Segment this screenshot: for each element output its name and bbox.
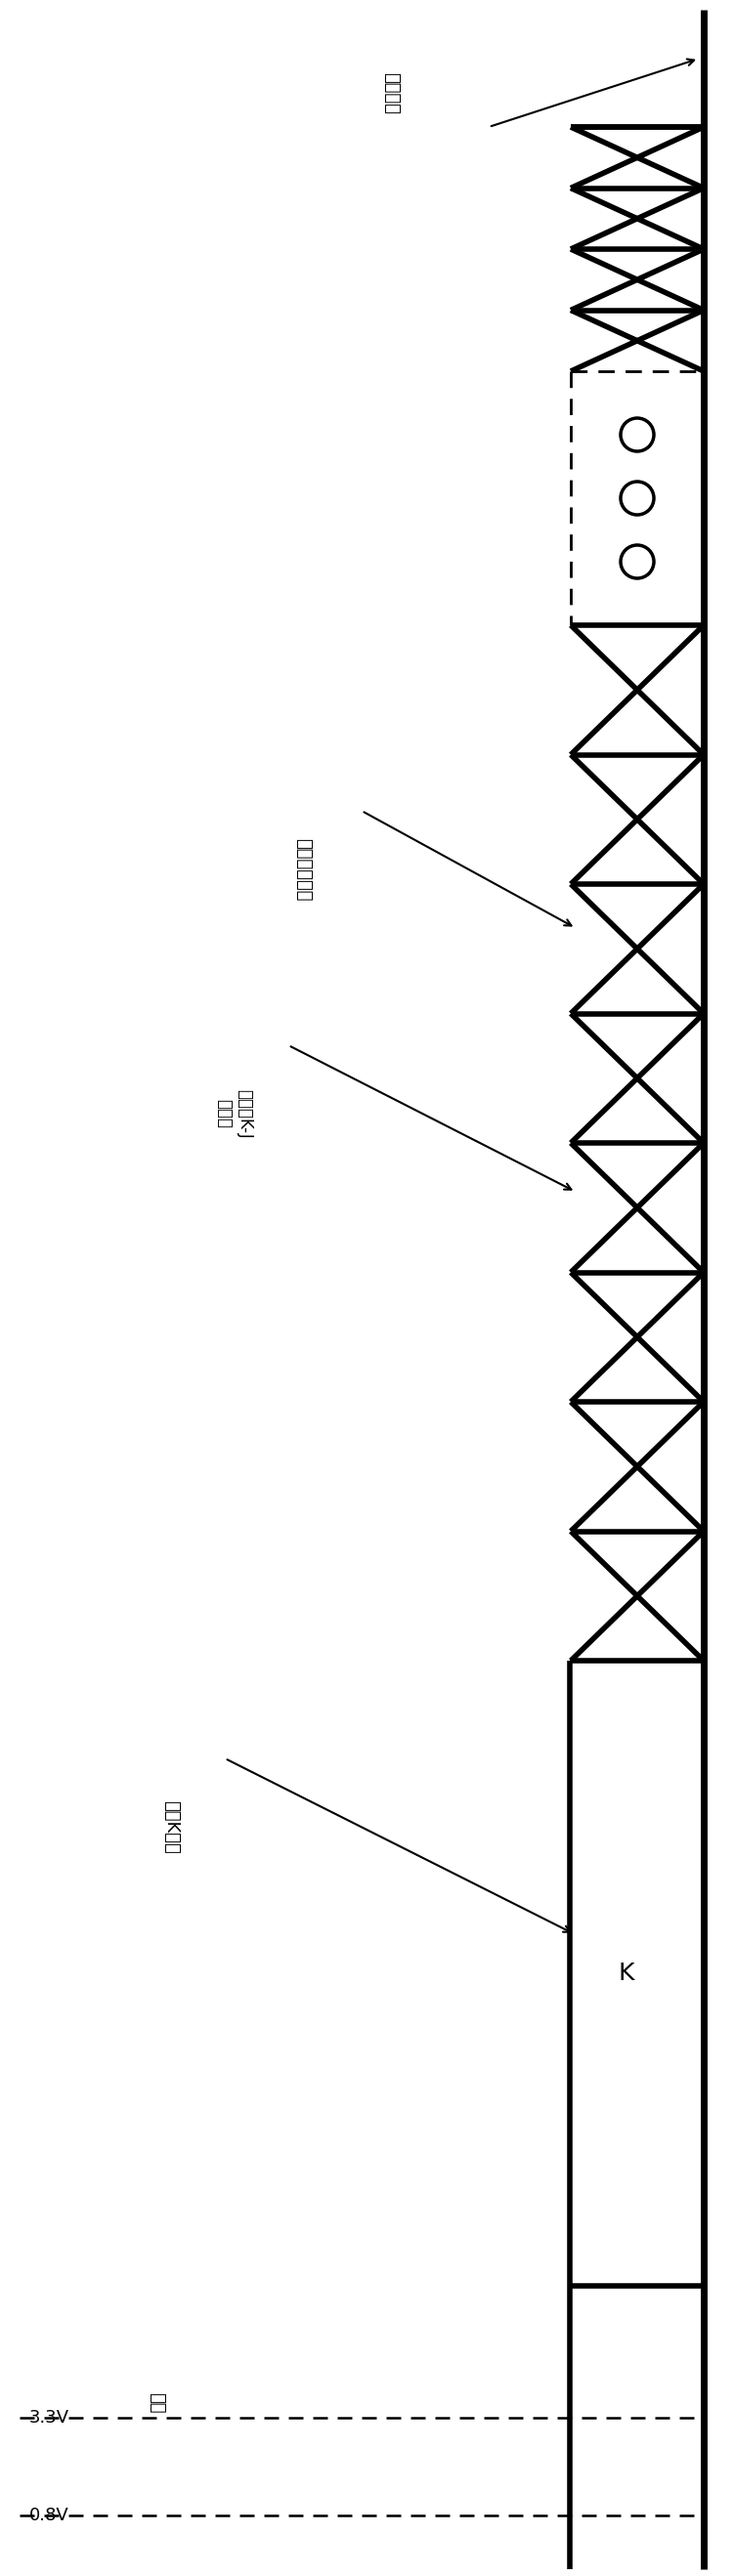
Text: 重置结束: 重置结束 xyxy=(382,72,400,113)
Text: 设备应用端接: 设备应用端接 xyxy=(294,837,312,902)
Text: K: K xyxy=(619,1960,635,1986)
Text: 3.3V: 3.3V xyxy=(29,2409,69,2427)
Text: 空闲: 空闲 xyxy=(148,2393,165,2414)
Text: 0.8V: 0.8V xyxy=(29,2506,69,2524)
Text: 集线器K-J
喃喃对: 集线器K-J 喃喃对 xyxy=(216,1090,253,1139)
Text: 设备K喃喃: 设备K喃喃 xyxy=(162,1801,180,1855)
